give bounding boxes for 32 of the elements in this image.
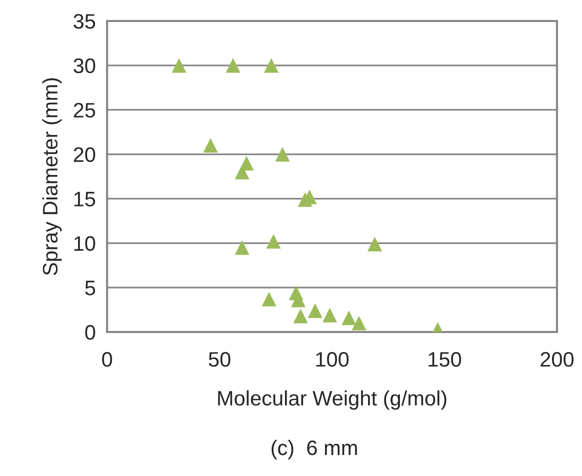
x-tick-label: 200	[540, 352, 574, 367]
point	[322, 308, 338, 322]
y-tick-label: 5	[85, 280, 96, 296]
point	[234, 164, 250, 180]
y-tick-label: 30	[74, 58, 96, 74]
point	[308, 303, 322, 318]
point	[367, 236, 382, 252]
point	[234, 240, 250, 255]
point	[298, 192, 312, 207]
y-tick-label: 0	[85, 325, 96, 340]
point	[264, 58, 279, 73]
point	[172, 58, 186, 73]
x-tick-label: 0	[102, 352, 112, 367]
point	[342, 310, 356, 326]
y-tick-label: 15	[74, 192, 96, 206]
x-tick-label: 100	[316, 352, 349, 367]
x-tick-label: 50	[208, 352, 230, 367]
y-axis-title: Spray Diameter (mm)	[42, 78, 62, 276]
x-tick-label: 150	[428, 352, 462, 367]
point	[266, 234, 281, 249]
point	[203, 138, 218, 153]
y-tick-label: 25	[74, 102, 96, 118]
point	[226, 58, 240, 73]
point	[352, 316, 366, 330]
y-tick-label: 10	[74, 236, 96, 251]
point	[293, 308, 308, 324]
x-axis-title: Molecular Weight (g/mol)	[218, 390, 446, 410]
y-tick-label: 35	[74, 14, 96, 29]
point	[262, 292, 276, 306]
text: (c) 6 mm	[272, 440, 357, 460]
point	[275, 147, 290, 162]
y-tick-label: 20	[74, 147, 96, 162]
